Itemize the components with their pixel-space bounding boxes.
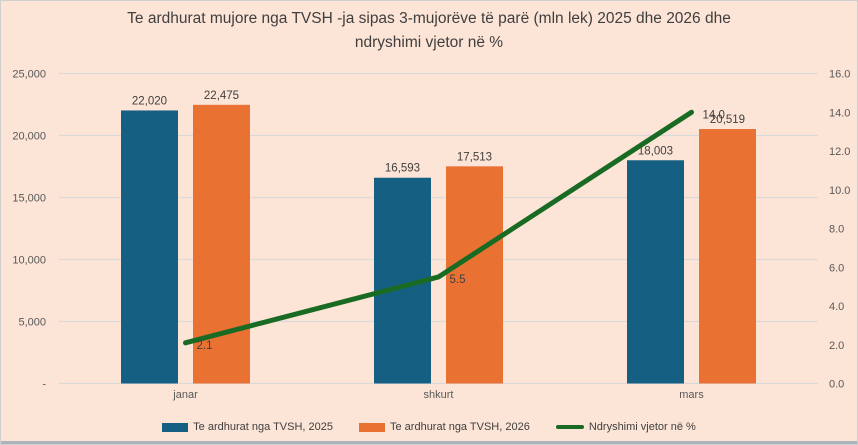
category-label-shkurt: shkurt — [424, 389, 454, 401]
chart-title: Te ardhurat mujore nga TVSH -ja sipas 3-… — [1, 7, 857, 55]
bar-2025-mars[interactable] — [627, 160, 684, 384]
legend-swatch-2026 — [359, 422, 385, 432]
legend-item-tvsh-2025[interactable]: Te ardhurat nga TVSH, 2025 — [162, 421, 333, 433]
left-axis-tick: 5,000 — [18, 317, 46, 329]
right-axis-tick: 6.0 — [829, 262, 844, 274]
category-label-janar: janar — [172, 389, 198, 401]
legend-label-2026: Te ardhurat nga TVSH, 2026 — [390, 421, 530, 433]
right-axis-tick: 14.0 — [829, 107, 850, 119]
left-axis-tick: 25,000 — [12, 69, 46, 81]
right-axis-tick: 10.0 — [829, 185, 850, 197]
bar-label-2026-shkurt: 17,513 — [457, 151, 492, 163]
right-axis-tick: 12.0 — [829, 146, 850, 158]
bar-2025-janar[interactable] — [121, 110, 178, 384]
legend-item-ndryshimi[interactable]: Ndryshimi vjetor në % — [555, 421, 696, 433]
legend-line-swatch-ndryshimi — [555, 425, 584, 429]
legend-label-ndryshimi: Ndryshimi vjetor në % — [588, 421, 696, 433]
chart-title-line-2: ndryshimi vjetor në % — [354, 34, 504, 52]
line-label-shkurt: 5.5 — [450, 274, 466, 286]
bar-2026-mars[interactable] — [699, 129, 756, 384]
left-axis-tick: 15,000 — [12, 193, 46, 205]
bar-label-2025-janar: 22,020 — [132, 95, 167, 107]
right-axis-tick: 8.0 — [829, 224, 844, 236]
right-axis-tick: 2.0 — [829, 340, 844, 352]
legend-item-tvsh-2026[interactable]: Te ardhurat nga TVSH, 2026 — [359, 421, 530, 433]
left-axis-tick: 10,000 — [12, 255, 46, 267]
chart-title-line-1: Te ardhurat mujore nga TVSH -ja sipas 3-… — [127, 10, 731, 27]
right-axis-tick: 16.0 — [829, 69, 850, 81]
right-axis-tick: 4.0 — [829, 301, 844, 313]
bar-label-2026-janar: 22,475 — [204, 90, 239, 102]
left-axis-tick: - — [42, 379, 46, 391]
legend-swatch-2025 — [162, 422, 189, 432]
bar-2026-shkurt[interactable] — [446, 166, 503, 384]
bar-label-2025-mars: 18,003 — [638, 145, 673, 157]
bar-label-2026-mars: 20,519 — [710, 114, 745, 126]
left-axis-tick: 20,000 — [12, 131, 46, 143]
category-label-mars: mars — [679, 389, 704, 401]
right-axis-tick: 0.0 — [829, 379, 844, 391]
legend: Te ardhurat nga TVSH, 2025 Te ardhurat n… — [1, 418, 857, 436]
line-ndryshimi-vjetor[interactable] — [183, 109, 694, 346]
bar-label-2025-shkurt: 16,593 — [385, 163, 420, 175]
legend-label-2025: Te ardhurat nga TVSH, 2025 — [193, 421, 333, 433]
line-label-janar: 2.1 — [197, 340, 213, 352]
window-bottom-edge — [1, 441, 857, 444]
line-label-mars: 14.0 — [703, 109, 725, 121]
